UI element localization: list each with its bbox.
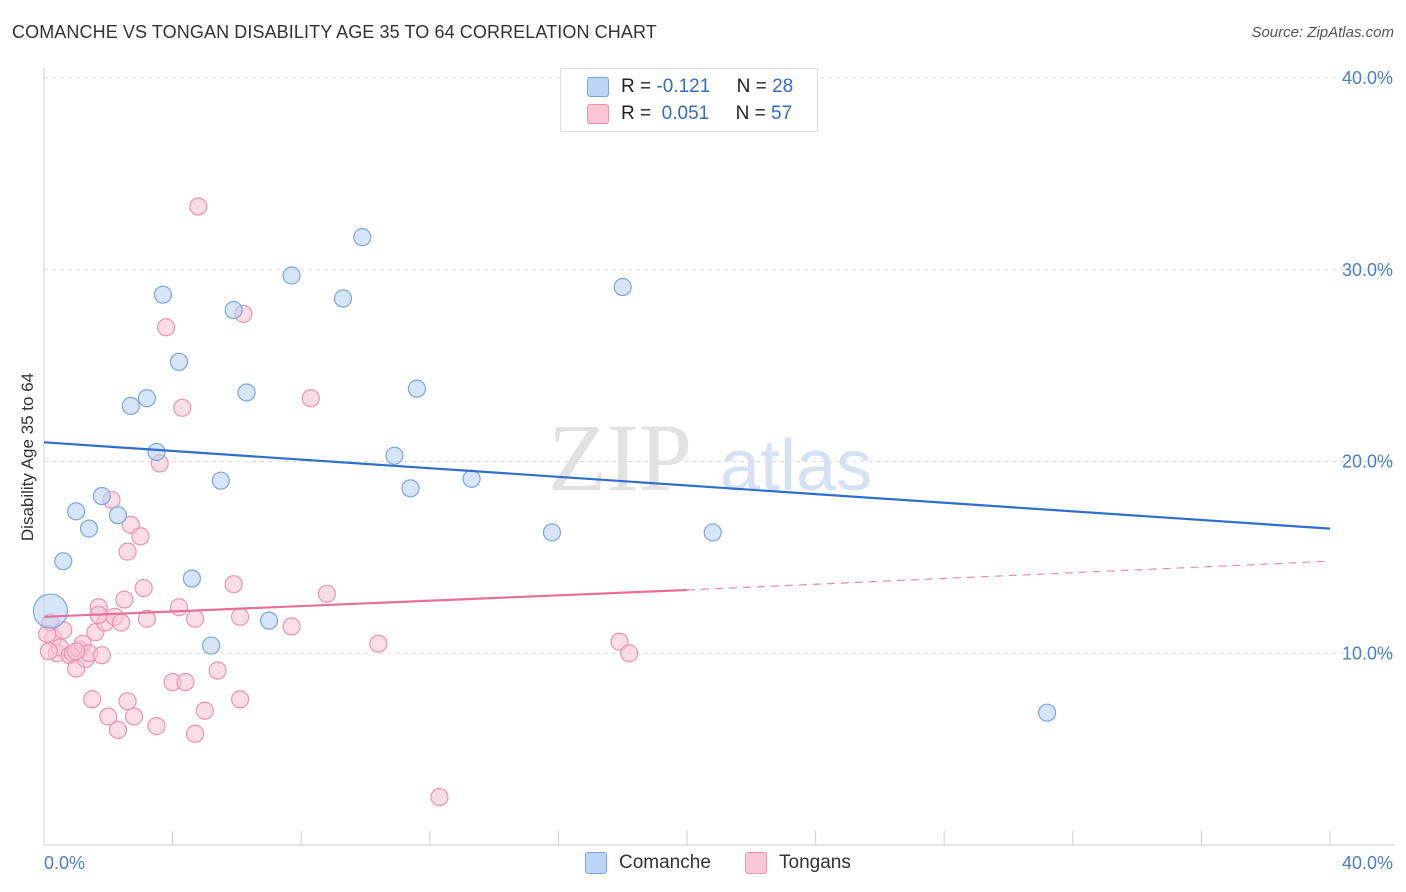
legend-swatch-comanche — [587, 77, 609, 97]
point-tongans — [92, 646, 111, 665]
point-tongans — [147, 717, 166, 736]
point-comanche — [108, 506, 128, 525]
point-tongans — [108, 720, 128, 740]
point-comanche — [202, 636, 221, 655]
point-comanche — [224, 300, 243, 320]
watermark-atlas: atlas — [720, 426, 872, 506]
point-comanche — [407, 379, 427, 398]
y-tick-label: 40.0% — [1342, 68, 1393, 88]
point-tongans — [186, 609, 205, 628]
point-tongans — [67, 642, 86, 661]
legend-n-value: 28 — [772, 76, 794, 97]
point-tongans — [83, 690, 102, 709]
legend-item-comanche: Comanche — [585, 852, 711, 874]
tick-labels: 10.0% 20.0% 30.0% 40.0% 0.0% 40.0% — [44, 68, 1393, 873]
point-comanche — [1037, 703, 1057, 722]
legend-r-value: -0.121 — [656, 76, 711, 97]
legend-label-tongans: Tongans — [779, 852, 851, 873]
point-comanche — [385, 446, 404, 465]
point-tongans — [301, 389, 320, 408]
point-comanche — [137, 389, 156, 408]
point-comanche — [703, 523, 722, 542]
point-comanche — [613, 277, 632, 297]
legend-r-label: R = — [621, 76, 652, 97]
legend-n-label: N = — [735, 103, 766, 124]
legend-r-label: R = — [621, 103, 652, 124]
point-comanche — [462, 469, 481, 488]
legend-swatch-tongans — [587, 104, 609, 124]
point-tongans — [195, 701, 214, 720]
point-comanche — [32, 593, 69, 629]
point-tongans — [134, 578, 153, 598]
point-comanche — [153, 285, 173, 304]
legend-n-value: 57 — [771, 103, 793, 124]
axes — [43, 68, 1395, 846]
watermark-zip: ZIP — [548, 404, 692, 511]
legend-swatch-comanche — [585, 852, 607, 874]
point-comanche — [542, 523, 562, 542]
point-tongans — [173, 398, 192, 417]
point-comanche — [353, 228, 372, 247]
point-tongans — [176, 672, 195, 692]
point-tongans — [369, 634, 388, 653]
point-comanche — [259, 611, 279, 630]
x-tick-label: 40.0% — [1342, 853, 1393, 873]
point-comanche — [67, 502, 86, 521]
point-tongans — [99, 707, 118, 726]
point-comanche — [54, 552, 73, 571]
point-tongans — [124, 707, 144, 726]
point-tongans — [231, 690, 250, 709]
trend-lines — [43, 441, 1331, 618]
point-comanche — [211, 471, 230, 490]
point-comanche — [121, 396, 140, 415]
legend-label-comanche: Comanche — [619, 852, 711, 873]
point-tongans — [282, 617, 301, 636]
point-tongans — [112, 613, 131, 632]
point-tongans — [186, 724, 205, 743]
correlation-legend: R = -0.121 N = 28 R = 0.051 N = 57 — [560, 68, 818, 132]
point-tongans — [131, 527, 150, 546]
point-comanche — [282, 266, 301, 285]
point-comanche — [237, 383, 256, 402]
point-comanche — [79, 519, 99, 538]
legend-item-tongans: Tongans — [745, 852, 851, 874]
point-tongans — [430, 787, 449, 807]
trend-line-dashed-tongans — [686, 560, 1331, 591]
y-tick-label: 20.0% — [1342, 452, 1393, 472]
trend-line-tongans — [43, 588, 688, 618]
point-tongans — [137, 609, 156, 628]
point-comanche — [182, 569, 201, 588]
point-tongans — [115, 590, 134, 609]
y-tick-label: 30.0% — [1342, 260, 1393, 280]
point-tongans — [224, 575, 243, 594]
point-tongans — [157, 318, 176, 337]
y-tick-label: 10.0% — [1342, 643, 1393, 663]
point-comanche — [333, 289, 353, 308]
point-comanche — [92, 486, 111, 506]
legend-r-value: 0.051 — [661, 103, 710, 124]
point-tongans — [208, 661, 227, 680]
point-tongans — [620, 644, 639, 663]
point-tongans — [39, 642, 58, 661]
chart-title: COMANCHE VS TONGAN DISABILITY AGE 35 TO … — [12, 22, 657, 42]
point-comanche — [169, 352, 189, 371]
point-comanche — [147, 442, 166, 462]
legend-swatch-tongans — [745, 852, 767, 874]
point-tongans — [118, 692, 137, 711]
point-tongans — [189, 197, 208, 216]
point-tongans — [317, 584, 337, 603]
source-label: Source: ZipAtlas.com — [1251, 24, 1394, 41]
point-tongans — [118, 542, 137, 561]
trend-line-comanche — [43, 441, 1331, 530]
x-tick-label: 0.0% — [44, 853, 85, 873]
point-tongans — [169, 598, 189, 617]
point-comanche — [401, 479, 420, 498]
point-tongans — [231, 607, 250, 626]
watermark: ZIP atlas — [548, 404, 872, 511]
legend-n-label: N = — [736, 76, 767, 97]
data-points — [32, 197, 1057, 807]
